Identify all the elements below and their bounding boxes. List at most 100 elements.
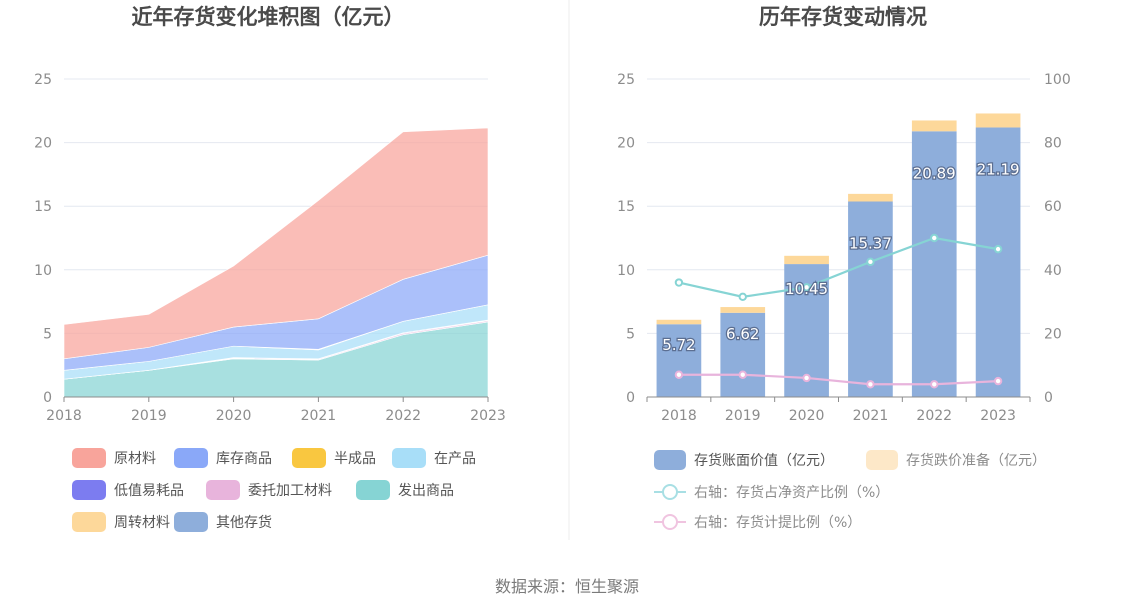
right-y-tick-label: 20 [617, 136, 635, 152]
bar-value-label: 10.45 [785, 280, 828, 298]
right-x-tick-label: 2019 [725, 408, 761, 424]
right-y-tick-label: 10 [617, 263, 635, 279]
line-point [866, 257, 875, 267]
right-x-tick-label: 2020 [789, 408, 825, 424]
bar-存货账面价值（亿元）-2018 [656, 324, 702, 397]
right-lines [674, 233, 1003, 389]
left-x-tick-label: 2020 [216, 408, 252, 424]
legend-item-低值易耗品[interactable]: 低值易耗品 [72, 480, 184, 500]
left-axis: 0 5 10 15 20 25 2018 2019 2020 2021 2022 2023 [34, 72, 506, 424]
legend-item-周转材料[interactable]: 周转材料 [72, 512, 170, 532]
line-point [674, 278, 684, 287]
data-source: 数据来源：恒生聚源 [495, 577, 639, 596]
line-point [993, 244, 1003, 254]
legend-label: 低值易耗品 [114, 483, 184, 499]
bar-存货账面价值（亿元）-2019 [720, 312, 766, 397]
legend-swatch [72, 512, 106, 532]
line-point [930, 380, 939, 389]
bar-value-label: 21.19 [977, 160, 1020, 178]
line-右轴：存货计提比例（%） [678, 373, 999, 386]
legend-label: 其他存货 [216, 514, 272, 531]
legend-swatch [72, 480, 106, 500]
right-y2-tick-label: 0 [1044, 390, 1053, 406]
left-areas [63, 127, 489, 398]
legend-item-委托加工材料[interactable]: 委托加工材料 [206, 480, 332, 500]
bar-value-label: 5.72 [662, 336, 695, 354]
right-x-tick-label: 2018 [661, 408, 697, 424]
legend-swatch-marker [662, 514, 678, 530]
bar-存货跌价准备（亿元）-2020 [784, 255, 829, 265]
legend-swatch [292, 448, 326, 468]
legend-label: 在产品 [434, 451, 476, 467]
legend-item-半成品[interactable]: 半成品 [292, 448, 376, 468]
bar-存货账面价值（亿元）-2022 [911, 131, 957, 397]
right-y2-tick-label: 80 [1044, 136, 1062, 152]
legend-item-其他存货[interactable]: 其他存货 [174, 512, 272, 532]
bar-存货跌价准备（亿元）-2019 [720, 307, 766, 313]
legend-swatch [356, 480, 390, 500]
legend-swatch [72, 448, 106, 468]
legend-label: 原材料 [114, 451, 156, 467]
bar-存货跌价准备（亿元）-2023 [975, 113, 1021, 128]
legend-label: 发出商品 [398, 483, 454, 499]
legend-swatch-marker [662, 484, 678, 500]
right-y-tick-label: 5 [626, 326, 635, 342]
left-y-tick-label: 10 [34, 263, 52, 279]
legend-label: 右轴：存货占净资产比例（%） [694, 484, 889, 501]
line-point [802, 373, 811, 383]
bar-value-label: 20.89 [913, 164, 956, 182]
bar-存货跌价准备（亿元）-2018 [656, 319, 702, 325]
right-labels: 5.72 6.62 10.45 15.37 20.89 21.19 [661, 159, 1021, 355]
right-y2-tick-label: 100 [1044, 72, 1071, 88]
legend-item-右轴：存货占净资产比例（%）[interactable]: 右轴：存货占净资产比例（%） [654, 484, 889, 501]
right-y-tick-label: 0 [626, 390, 635, 406]
line-point [738, 292, 747, 302]
legend-label: 库存商品 [216, 451, 272, 467]
legend-swatch [174, 448, 208, 468]
left-x-tick-label: 2022 [385, 408, 421, 424]
bar-value-label: 15.37 [849, 234, 892, 252]
legend-item-右轴：存货计提比例（%）[interactable]: 右轴：存货计提比例（%） [654, 514, 861, 531]
right-y2-tick-label: 20 [1044, 326, 1062, 342]
bar-存货跌价准备（亿元）-2022 [911, 120, 957, 132]
legend-swatch [392, 448, 426, 468]
left-y-tick-label: 20 [34, 136, 52, 152]
line-point [674, 370, 684, 379]
line-point [802, 283, 811, 292]
left-y-tick-label: 15 [34, 199, 52, 215]
bar-value-label: 6.62 [726, 325, 759, 343]
left-y-tick-label: 0 [43, 390, 52, 406]
bar-存货账面价值（亿元）-2021 [848, 201, 893, 397]
right-x-tick-label: 2022 [916, 408, 952, 424]
area-series-原材料 [63, 127, 489, 360]
left-x-tick-label: 2018 [46, 408, 82, 424]
right-bars [656, 113, 1021, 398]
legend-label: 委托加工材料 [248, 483, 332, 499]
bar-存货跌价准备（亿元）-2021 [848, 193, 893, 202]
legend-item-发出商品[interactable]: 发出商品 [356, 480, 454, 500]
right-y2-tick-label: 40 [1044, 263, 1062, 279]
right-chart-title: 历年存货变动情况 [759, 5, 927, 29]
legend-swatch [174, 512, 208, 532]
legend-swatch [206, 480, 240, 500]
left-chart-title: 近年存货变化堆积图（亿元） [132, 5, 405, 29]
line-point [866, 380, 875, 389]
line-point [930, 233, 939, 243]
right-x-tick-label: 2021 [853, 408, 889, 424]
left-x-tick-label: 2023 [470, 408, 506, 424]
line-point [993, 376, 1003, 386]
right-legend: 存货账面价值（亿元） 存货跌价准备（亿元） 右轴：存货占净资产比例（%） 右轴：存货计… [654, 450, 1046, 531]
legend-item-存货账面价值（亿元）[interactable]: 存货账面价值（亿元） [654, 450, 834, 470]
legend-item-在产品[interactable]: 在产品 [392, 448, 476, 468]
legend-item-库存商品[interactable]: 库存商品 [174, 448, 272, 468]
left-y-tick-label: 5 [43, 326, 52, 342]
left-y-tick-label: 25 [34, 72, 52, 88]
legend-swatch [866, 450, 898, 470]
legend-item-原材料[interactable]: 原材料 [72, 448, 156, 468]
legend-label: 周转材料 [114, 515, 170, 531]
right-y-tick-label: 15 [617, 199, 635, 215]
right-y2-tick-label: 60 [1044, 199, 1062, 215]
legend-label: 半成品 [334, 451, 376, 467]
legend-item-存货跌价准备（亿元）[interactable]: 存货跌价准备（亿元） [866, 450, 1046, 470]
